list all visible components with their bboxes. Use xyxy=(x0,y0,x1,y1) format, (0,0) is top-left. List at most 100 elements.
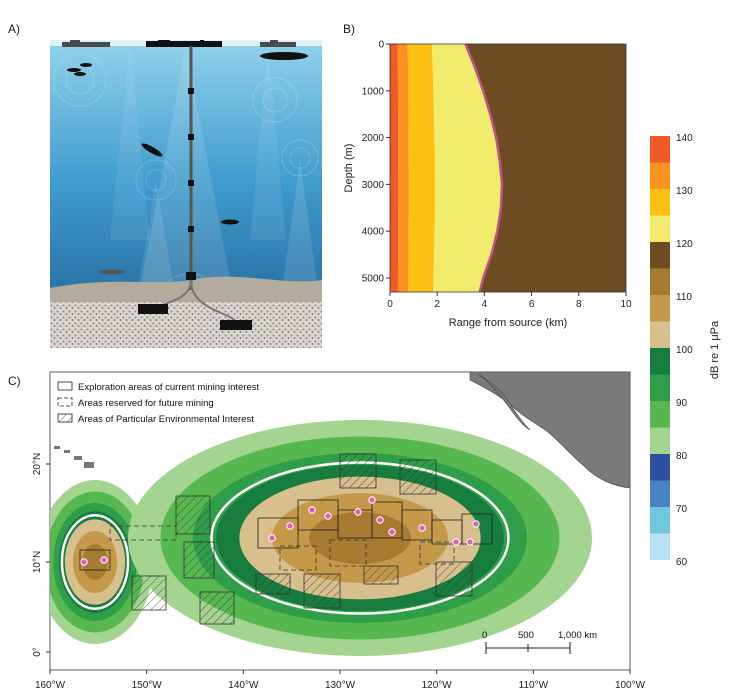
colorbar-swatch xyxy=(650,189,670,216)
apei-boxes xyxy=(131,453,473,625)
colorbar-tick-label: 70 xyxy=(676,504,688,515)
y-tick-label: 3000 xyxy=(362,180,385,191)
colorbar-swatch xyxy=(650,507,670,534)
mining-site-marker xyxy=(418,524,426,532)
scale-bar: 0 500 1,000 km xyxy=(482,630,597,654)
mining-site-marker xyxy=(472,520,480,528)
x-tick-label: 4 xyxy=(482,299,488,310)
mining-site-marker xyxy=(368,496,376,504)
panel-a-label: A) xyxy=(8,22,20,36)
panel-c-label: C) xyxy=(8,374,21,388)
sound-cone xyxy=(282,160,318,290)
lat-tick-label: 20°N xyxy=(32,453,43,475)
mining-sites xyxy=(80,496,480,566)
intensity-band xyxy=(407,44,435,292)
flexible-hose xyxy=(190,279,237,323)
sound-cone xyxy=(110,46,150,240)
scale-label-500: 500 xyxy=(518,630,534,641)
legend-label-apei: Areas of Particular Environmental Intere… xyxy=(78,414,254,425)
isopleth-line xyxy=(464,43,504,293)
colorbar-tick-label: 80 xyxy=(676,451,688,462)
colorbar-swatch xyxy=(650,162,670,189)
exploration-blocks xyxy=(79,499,493,571)
dolphin-pod-icon xyxy=(67,63,92,76)
x-tick-label: 2 xyxy=(434,299,440,310)
colorbar-swatch xyxy=(650,427,670,454)
y-tick-label: 0 xyxy=(378,40,384,51)
fish-icon xyxy=(100,269,124,275)
panel-b-label: B) xyxy=(343,22,355,36)
legend-swatch-exploration xyxy=(57,381,73,391)
sound-cone xyxy=(140,46,232,290)
y-tick-label: 1000 xyxy=(362,86,385,97)
panel-b-chart: 0 2 4 6 8 10 0 1000 2000 3000 4000 5000 Range from s… xyxy=(343,40,632,330)
colorbar-tick-label: 140 xyxy=(676,133,693,144)
x-tick-label: 10 xyxy=(620,299,632,310)
y-tick-label: 2000 xyxy=(362,133,385,144)
map-axis-ticks: 160°W 150°W 140°W 130°W 120°W 110°W 100°W 0° 10°… xyxy=(32,453,646,691)
scale-label-1000: 1,000 km xyxy=(558,630,597,641)
collector-vehicle-icon xyxy=(138,304,252,330)
reserved-areas xyxy=(109,525,455,571)
mining-site-marker xyxy=(376,516,384,524)
scale-label-0: 0 xyxy=(482,630,487,641)
legend-label-exploration: Exploration areas of current mining inte… xyxy=(78,382,259,393)
hawaii-islands xyxy=(54,446,94,468)
lon-tick-label: 130°W xyxy=(325,680,356,691)
intensity-band xyxy=(397,44,409,292)
x-axis-title: Range from source (km) xyxy=(449,317,568,329)
mining-site-marker xyxy=(80,558,88,566)
lon-tick-label: 120°W xyxy=(422,680,453,691)
mining-site-marker xyxy=(286,522,294,530)
sound-cone xyxy=(138,180,174,290)
colorbar-swatch xyxy=(650,374,670,401)
intensity-band xyxy=(465,44,626,292)
mining-site-marker xyxy=(452,538,460,546)
panel-c-map: Exploration areas of current mining inte… xyxy=(32,371,646,691)
lat-tick-label: 10°N xyxy=(32,551,43,573)
y-axis-title: Depth (m) xyxy=(343,144,355,193)
x-tick-label: 8 xyxy=(576,299,582,310)
mining-site-marker xyxy=(354,508,362,516)
ocean-scene-illustration xyxy=(50,40,322,348)
whale-icon xyxy=(221,219,239,225)
x-tick-label: 6 xyxy=(529,299,535,310)
nodule-field xyxy=(50,302,322,348)
colorbar-swatch xyxy=(650,480,670,507)
colorbar-tick-label: 90 xyxy=(676,398,688,409)
colorbar-tick-label: 100 xyxy=(676,345,693,356)
colorbar-tick-label: 60 xyxy=(676,557,688,568)
mining-vessel-icon xyxy=(146,40,222,47)
colorbar-swatch xyxy=(650,348,670,375)
colorbar-title: dB re 1 μPa xyxy=(709,320,721,379)
mexico-landmass xyxy=(469,372,630,489)
lon-tick-label: 160°W xyxy=(35,680,66,691)
ship-icon xyxy=(260,40,296,47)
y-tick-label: 5000 xyxy=(362,273,385,284)
colorbar-tick-label: 130 xyxy=(676,186,693,197)
colorbar-swatch xyxy=(650,242,670,269)
colorbar-swatch xyxy=(650,321,670,348)
whale-icon xyxy=(141,143,163,157)
ship-icon xyxy=(62,40,110,47)
baja-peninsula xyxy=(477,373,531,431)
colorbar-tick-label: 110 xyxy=(676,292,692,303)
colorbar-swatch xyxy=(650,401,670,428)
noise-contour xyxy=(82,543,108,581)
mining-site-marker xyxy=(308,506,316,514)
lon-tick-label: 110°W xyxy=(519,680,549,691)
colorbar-swatch xyxy=(650,215,670,242)
plot-frame xyxy=(389,43,627,293)
colorbar-swatch xyxy=(650,533,670,560)
colorbar-swatch xyxy=(650,136,670,163)
riser-pump-icons xyxy=(186,88,196,280)
mining-site-marker xyxy=(466,538,474,546)
isopleth-outline xyxy=(60,514,130,610)
lon-tick-label: 140°W xyxy=(228,680,259,691)
sound-cone xyxy=(250,46,286,240)
mining-site-marker xyxy=(324,512,332,520)
mining-site-marker xyxy=(268,534,276,542)
lat-tick-label: 0° xyxy=(32,647,43,657)
colorbar: 140 130 120 110 100 90 80 70 60 dB re 1 μPa xyxy=(650,133,721,568)
lon-tick-label: 100°W xyxy=(615,680,646,691)
